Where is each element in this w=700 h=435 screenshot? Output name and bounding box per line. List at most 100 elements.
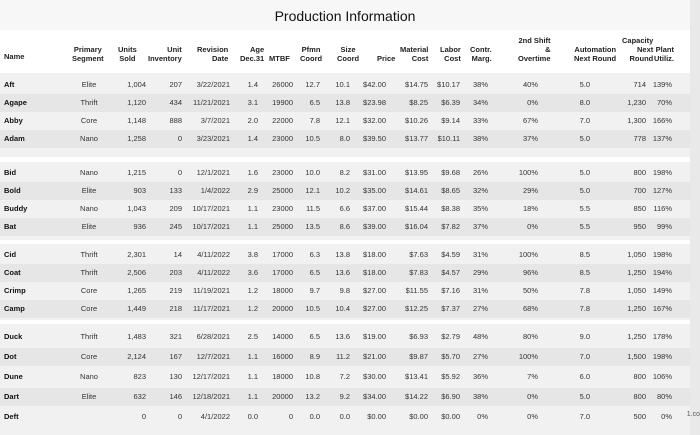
table-row: Camp Core 1,449 218 11/17/2021 1.2 20000 10.5 10… [0, 300, 690, 318]
cell-size: 8.0 [339, 134, 350, 143]
cell-pfmn: 9.7 [309, 286, 320, 295]
cell-overtime: 40% [522, 80, 538, 89]
cell-automation: 5.0 [579, 186, 590, 195]
cell-material-cost: $13.77 [405, 134, 428, 143]
cell-revision-date: 6/28/2021 [196, 332, 230, 341]
cell-material-cost: $12.25 [405, 304, 428, 313]
cell-revision-date: 12/7/2021 [196, 352, 230, 361]
cell-revision-date: 3/7/2021 [200, 116, 230, 125]
cell-segment: Core [80, 304, 98, 313]
cell-overtime: 0% [527, 412, 538, 421]
cell-mtbf: 18000 [272, 286, 293, 295]
cell-age: 3.8 [247, 250, 258, 259]
cell-capacity: 1,500 [627, 352, 646, 361]
cell-mtbf: 14000 [272, 332, 293, 341]
cell-automation: 7.0 [579, 412, 590, 421]
cell-price: $42.00 [363, 80, 386, 89]
cell-pfmn: 13.2 [305, 392, 320, 401]
header-revision-date: Revision Date [197, 45, 229, 63]
cell-price: $34.00 [363, 392, 386, 401]
cell-age: 2.0 [247, 116, 258, 125]
table-row: Crimp Core 1,265 219 11/19/2021 1.2 18000 9.7 9.… [0, 282, 690, 300]
cell-price: $18.00 [363, 250, 386, 259]
cell-segment: Nano [80, 372, 98, 381]
cell-plant-util: 99% [656, 222, 672, 231]
cell-material-cost: $13.41 [405, 372, 428, 381]
cell-capacity: 850 [633, 204, 646, 213]
cell-labor-cost: $10.11 [437, 134, 460, 143]
cell-name: Adam [4, 134, 25, 143]
cell-pfmn: 10.5 [305, 304, 320, 313]
cell-size: 10.1 [335, 80, 350, 89]
cell-age: 1.1 [247, 372, 258, 381]
cell-inventory: 245 [169, 222, 182, 231]
cell-price: $27.00 [363, 304, 386, 313]
cell-revision-date: 11/17/2021 [193, 304, 230, 313]
cell-capacity: 1,250 [627, 268, 646, 277]
cell-contr-marg: 31% [472, 286, 488, 295]
cell-capacity: 1,300 [627, 116, 646, 125]
cell-name: Aft [4, 80, 15, 89]
cell-mtbf: 18000 [272, 372, 293, 381]
cell-labor-cost: $9.14 [441, 116, 460, 125]
cell-overtime: 18% [522, 204, 538, 213]
table-row: Bid Nano 1,215 0 12/1/2021 1.6 23000 10.0 8.2 $31… [0, 164, 690, 182]
cell-units-sold: 1,258 [127, 134, 146, 143]
cell-units-sold: 632 [133, 392, 146, 401]
cell-name: Duck [4, 332, 23, 341]
cell-pfmn: 10.0 [305, 168, 320, 177]
cell-pfmn: 12.7 [305, 80, 320, 89]
cell-plant-util: 178% [652, 332, 672, 341]
cell-overtime: 50% [522, 286, 538, 295]
cell-segment: Nano [80, 204, 98, 213]
cell-material-cost: $16.04 [405, 222, 428, 231]
cell-mtbf: 20000 [272, 392, 293, 401]
cell-units-sold: 0 [141, 412, 146, 421]
cell-labor-cost: $5.70 [441, 352, 460, 361]
cell-labor-cost: $7.82 [441, 222, 460, 231]
cell-overtime: 100% [518, 352, 538, 361]
cell-size: 0.0 [339, 412, 350, 421]
cell-price: $30.00 [363, 372, 386, 381]
cell-capacity: 1,250 [627, 304, 646, 313]
cell-contr-marg: 38% [472, 134, 488, 143]
cell-capacity: 500 [633, 412, 646, 421]
cell-labor-cost: $9.68 [441, 168, 460, 177]
cell-overtime: 96% [522, 268, 538, 277]
table-row: Buddy Nano 1,043 209 10/17/2021 1.1 23000 11.5 6… [0, 200, 690, 218]
cell-contr-marg: 26% [472, 168, 488, 177]
cell-plant-util: 194% [652, 268, 672, 277]
cell-automation: 5.0 [579, 392, 590, 401]
cell-labor-cost: $0.00 [441, 412, 460, 421]
cell-units-sold: 1,483 [127, 332, 146, 341]
cell-pfmn: 10.5 [305, 134, 320, 143]
cell-material-cost: $10.26 [405, 116, 428, 125]
cell-segment: Elite [81, 80, 97, 89]
cell-revision-date: 1/4/2022 [200, 186, 230, 195]
cell-contr-marg: 38% [472, 392, 488, 401]
cell-price: $18.00 [363, 268, 386, 277]
cell-segment: Thrift [80, 332, 98, 341]
cell-overtime: 37% [522, 134, 538, 143]
cell-contr-marg: 27% [472, 304, 488, 313]
table-row: Cid Thrift 2,301 14 4/11/2022 3.8 17000 6.3 13.8… [0, 246, 690, 264]
cell-labor-cost: $6.90 [441, 392, 460, 401]
cell-automation: 5.0 [579, 168, 590, 177]
cell-price: $39.00 [363, 222, 386, 231]
cell-units-sold: 1,004 [127, 80, 146, 89]
cell-pfmn: 7.8 [309, 116, 320, 125]
cell-mtbf: 17000 [272, 250, 293, 259]
cell-labor-cost: $2.79 [441, 332, 460, 341]
cell-automation: 7.0 [579, 352, 590, 361]
cell-plant-util: 166% [652, 116, 672, 125]
cell-segment: Core [80, 286, 98, 295]
header-mtbf: MTBF [269, 54, 290, 63]
cell-segment: Nano [80, 168, 98, 177]
table-row: Dart Elite 632 146 12/18/2021 1.1 20000 13.2 9.2… [0, 388, 690, 406]
cell-contr-marg: 48% [472, 332, 488, 341]
cell-pfmn: 8.9 [309, 352, 320, 361]
cell-inventory: 0 [177, 412, 182, 421]
header-labor-cost: Labor Cost [440, 45, 461, 63]
cell-mtbf: 17000 [272, 268, 293, 277]
